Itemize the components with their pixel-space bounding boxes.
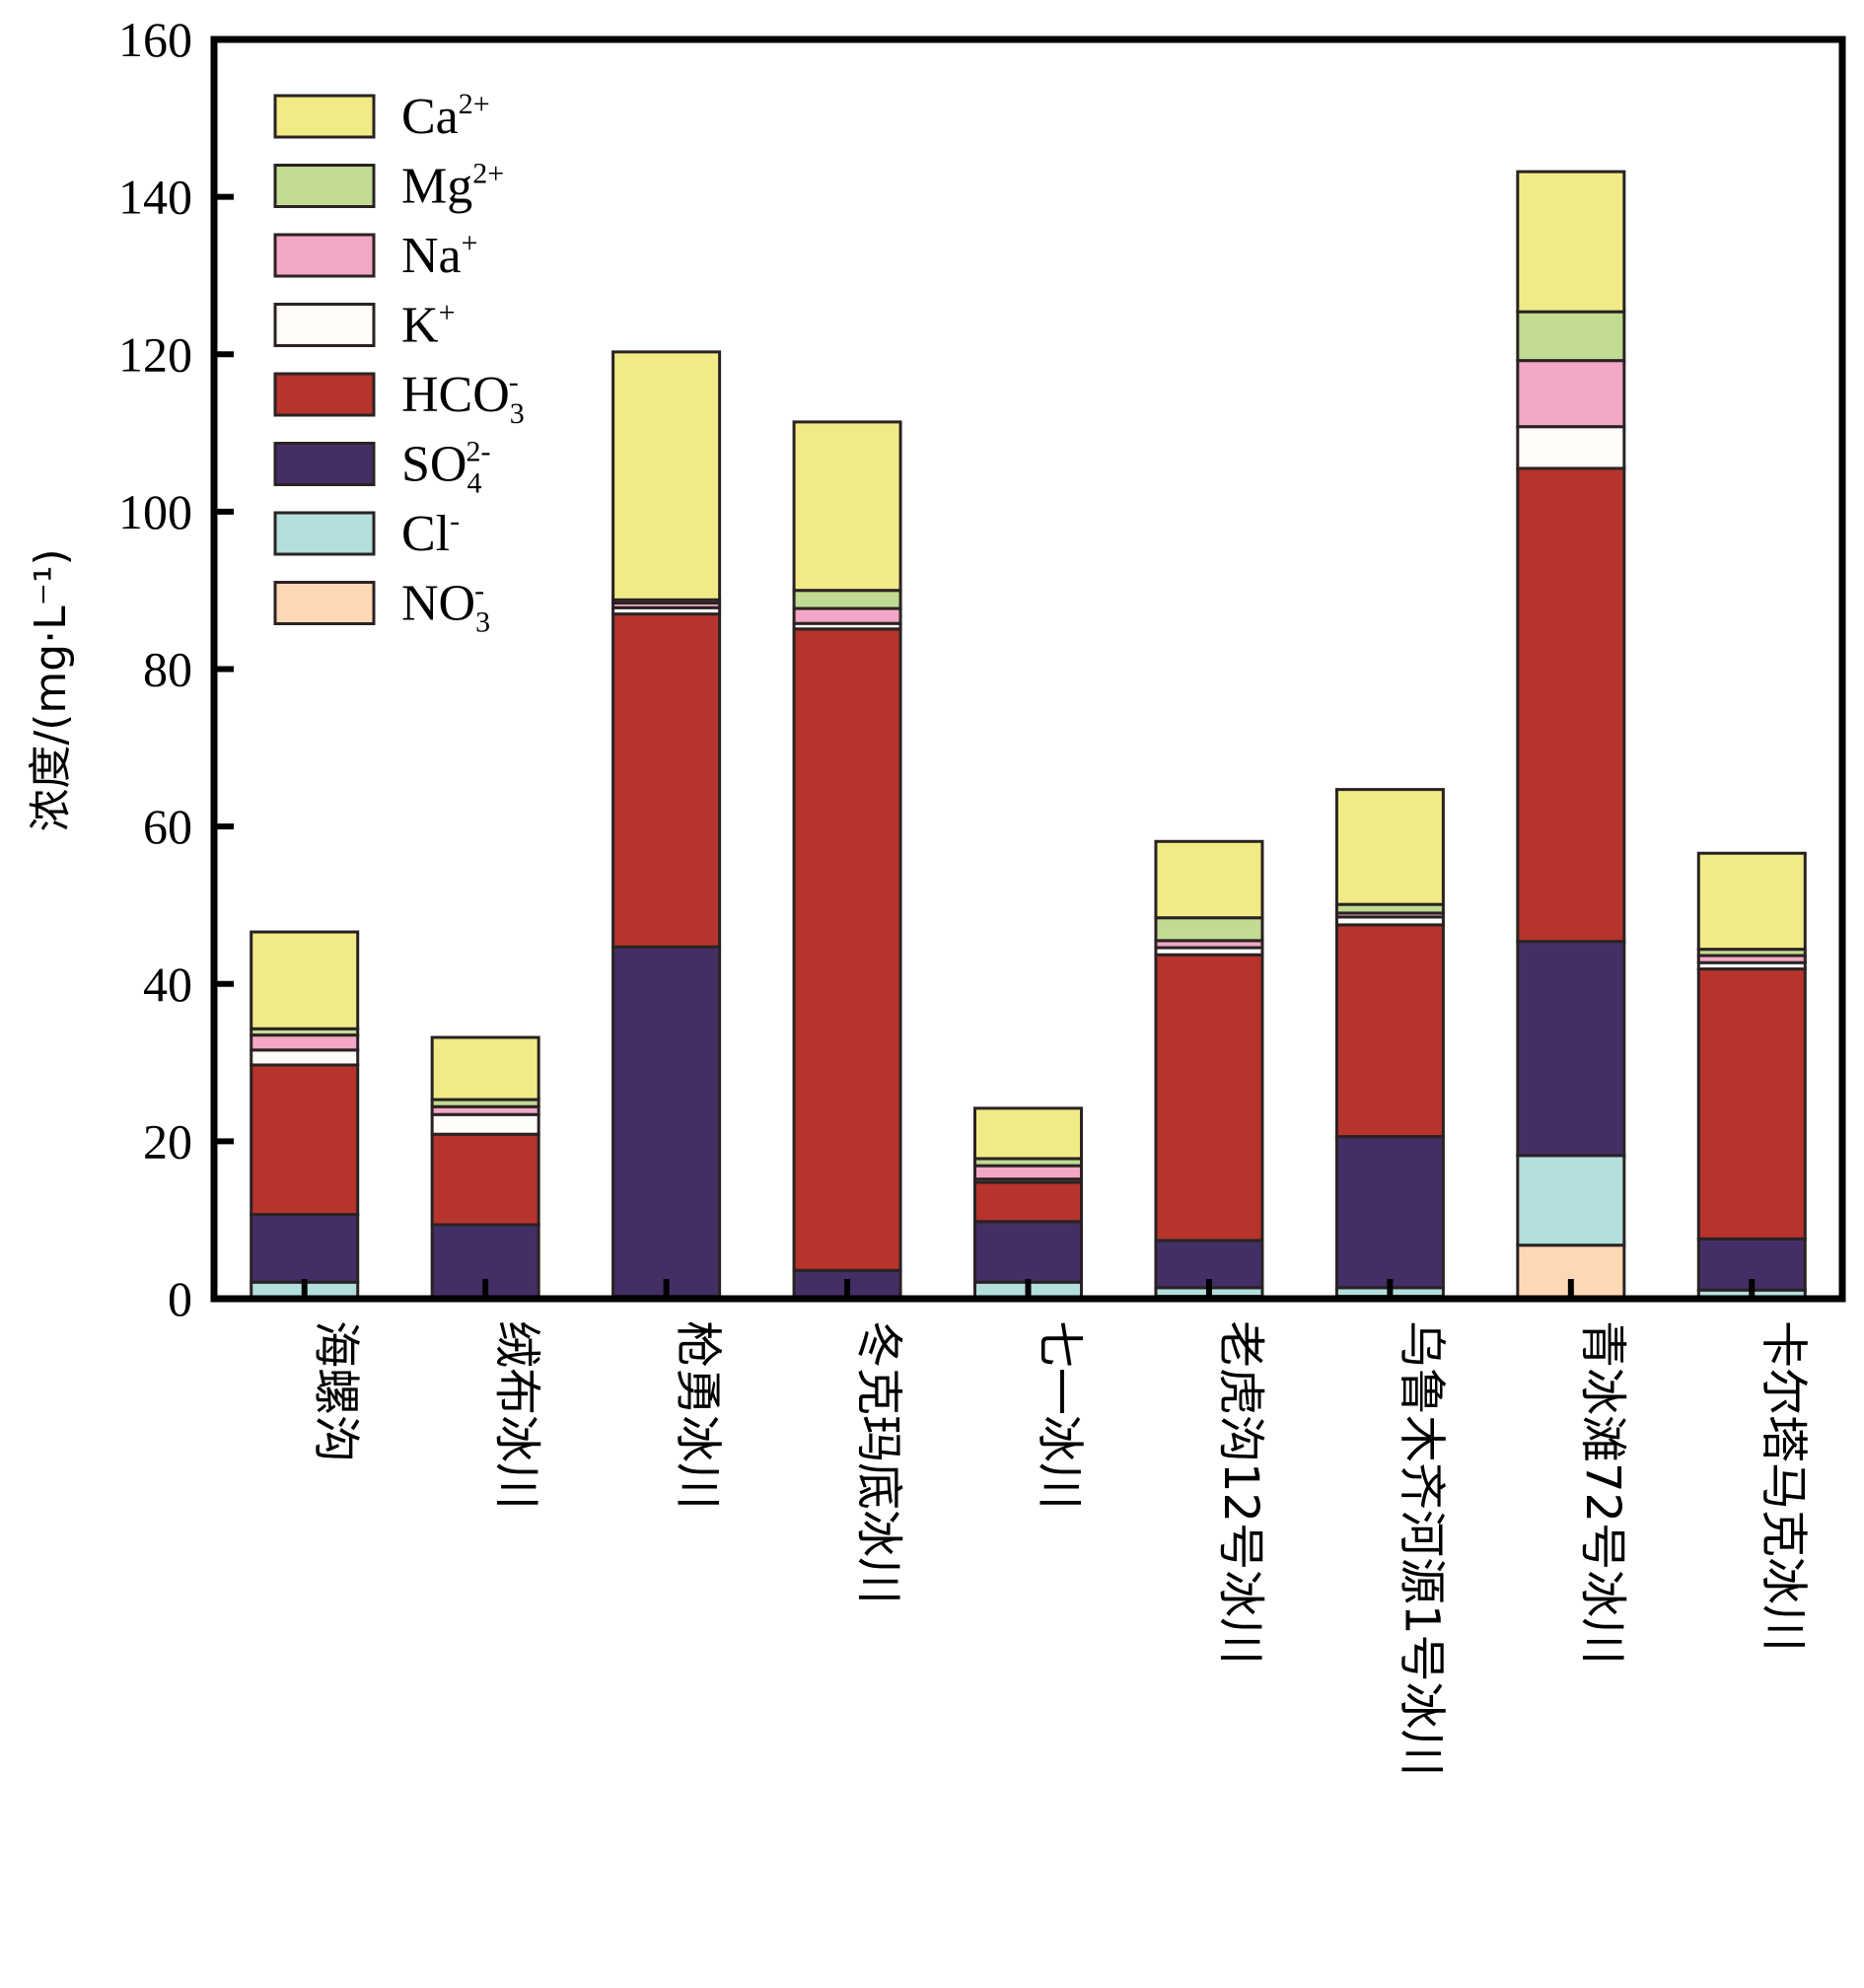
- legend-label: HCO3-: [401, 366, 525, 430]
- bar-segment: [1516, 170, 1626, 314]
- y-axis-label: 浓度/(mg·L⁻¹): [26, 548, 76, 831]
- bar-segment: [611, 612, 722, 949]
- x-labels-layer: 海螺沟 绒布冰川 枪勇冰川 冬克玛底冰川 七一冰川 老虎沟12号冰川 乌鲁木齐河源1号冰川 青…: [309, 1320, 1812, 1777]
- bar-segment: [250, 930, 360, 1030]
- bar-segment: [430, 1112, 540, 1136]
- bar-stack: [973, 1106, 1083, 1301]
- y-tick-label: 80: [143, 642, 192, 697]
- bar-stack: [611, 350, 722, 1301]
- bar-stack: [1516, 170, 1626, 1301]
- bar-segment: [611, 945, 722, 1299]
- bar-stack: [1334, 788, 1445, 1301]
- bar-segment: [1516, 359, 1626, 429]
- y-tick-label: 60: [143, 799, 192, 854]
- legend-label: Cl-: [401, 505, 460, 562]
- x-tick-label: 绒布冰川: [489, 1320, 544, 1510]
- bar-segment: [973, 1164, 1083, 1181]
- x-tick-label: 海螺沟: [309, 1320, 364, 1462]
- bar-segment: [1154, 916, 1264, 943]
- bar-segment: [792, 420, 902, 593]
- y-tick-label: 0: [168, 1271, 192, 1326]
- x-tick-label: 乌鲁木齐河源1号冰川: [1394, 1320, 1449, 1777]
- legend-swatch: [273, 233, 376, 278]
- legend-label: NO3-: [401, 575, 490, 639]
- legend-item: HCO3-: [273, 366, 525, 430]
- bar-segment: [250, 1213, 360, 1284]
- legend-swatch: [273, 511, 376, 556]
- x-tick-label: 七一冰川: [1033, 1320, 1088, 1510]
- bar-stack: [430, 1035, 540, 1301]
- bar-segment: [611, 350, 722, 602]
- legend-item: Na+: [273, 227, 478, 284]
- bars-layer: [250, 170, 1807, 1301]
- bar-segment: [973, 1106, 1083, 1161]
- bar-segment: [1154, 839, 1264, 920]
- x-tick-label: 冬克玛底冰川: [851, 1320, 906, 1604]
- bar-segment: [1516, 466, 1626, 944]
- legend-item: Cl-: [273, 505, 460, 562]
- legend-label: Na+: [401, 227, 478, 284]
- y-tick-label: 100: [118, 484, 192, 539]
- y-ticks-layer: 0 20 40 60 80 100 120 140 160: [118, 12, 234, 1326]
- legend-item: K+: [273, 297, 455, 354]
- x-tick-label: 青冰滩72号冰川: [1575, 1320, 1630, 1665]
- bar-stack: [1696, 851, 1807, 1301]
- bar-segment: [1516, 310, 1626, 363]
- bar-segment: [1154, 953, 1264, 1242]
- bar-stack: [1154, 839, 1264, 1301]
- bar-stack: [792, 420, 902, 1301]
- bar-segment: [1696, 967, 1807, 1241]
- legend-label: K+: [401, 297, 455, 354]
- bar-segment: [792, 589, 902, 610]
- bar-segment: [1516, 1154, 1626, 1247]
- legend-label: Mg2+: [401, 158, 504, 215]
- legend-swatch: [273, 442, 376, 486]
- legend-swatch: [273, 372, 376, 417]
- x-tick-label: 枪勇冰川: [671, 1320, 726, 1510]
- x-tick-label: 老虎沟12号冰川: [1213, 1320, 1268, 1665]
- legend-item: Mg2+: [273, 158, 504, 215]
- legend-label: Ca2+: [401, 88, 490, 145]
- bar-segment: [1696, 851, 1807, 952]
- bar-segment: [1334, 788, 1445, 906]
- legend-swatch: [273, 581, 376, 625]
- bar-segment: [1516, 425, 1626, 470]
- y-tick-label: 140: [118, 170, 192, 225]
- legend-item: Ca2+: [273, 88, 490, 145]
- legend-item: NO3-: [273, 575, 490, 639]
- bar-segment: [973, 1180, 1083, 1224]
- legend-swatch: [273, 94, 376, 139]
- y-tick-label: 20: [143, 1113, 192, 1169]
- y-tick-label: 160: [118, 12, 192, 67]
- legend-swatch: [273, 303, 376, 347]
- bar-stack: [250, 930, 360, 1301]
- bar-segment: [792, 606, 902, 625]
- bar-segment: [973, 1220, 1083, 1284]
- bar-segment: [430, 1035, 540, 1101]
- legend: Ca2+ Mg2+ Na+ K+ HCO3-SO42-Cl- NO3-: [273, 88, 525, 639]
- bar-segment: [792, 627, 902, 1272]
- bar-segment: [1516, 940, 1626, 1158]
- x-tick-label: 卡尔塔马克冰川: [1756, 1320, 1811, 1652]
- bar-segment: [250, 1048, 360, 1067]
- legend-swatch: [273, 164, 376, 208]
- bar-segment: [250, 1033, 360, 1052]
- legend-label: SO42-: [401, 436, 490, 500]
- legend-item: SO42-: [273, 436, 490, 500]
- bar-segment: [430, 1132, 540, 1227]
- bar-segment: [1334, 1135, 1445, 1290]
- y-tick-label: 120: [118, 326, 192, 382]
- bar-segment: [1334, 923, 1445, 1139]
- bar-segment: [250, 1063, 360, 1217]
- y-tick-label: 40: [143, 957, 192, 1012]
